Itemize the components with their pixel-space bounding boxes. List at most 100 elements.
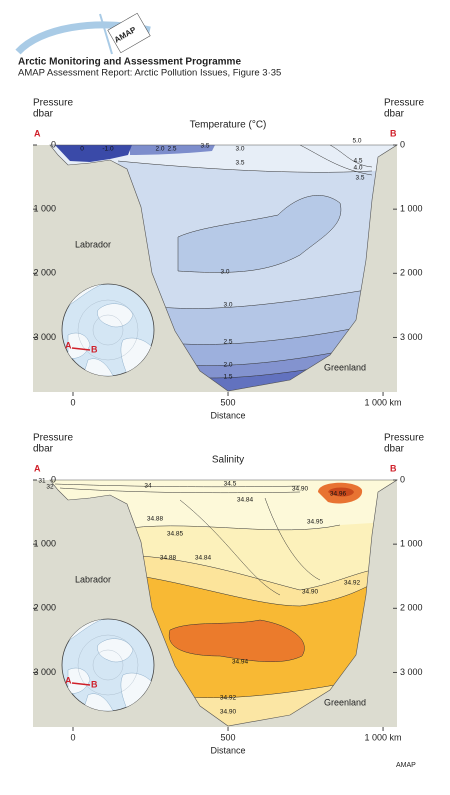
inset-section xyxy=(71,347,91,351)
y-tick-label: 3 000 xyxy=(400,332,423,342)
contour-line xyxy=(139,555,373,591)
contour-line xyxy=(54,483,301,488)
contour-label: 34.90 xyxy=(220,709,237,716)
y-tick-label: 3 000 xyxy=(400,667,423,677)
region-label: Greenland xyxy=(324,362,366,372)
y-tick-label: 2 000 xyxy=(33,603,56,613)
contour-line xyxy=(299,145,373,176)
y-axis-unit: dbar xyxy=(33,109,54,120)
inset-landmass xyxy=(82,693,114,711)
contour-line xyxy=(168,619,305,663)
contour-label: -1.0 xyxy=(102,146,114,153)
inset-graticule xyxy=(77,634,139,696)
contour-band xyxy=(55,145,132,162)
contour-label: 2.0 xyxy=(223,362,232,369)
inset-label: B xyxy=(91,344,98,354)
inset-section xyxy=(71,682,91,686)
inset-landmass xyxy=(67,667,91,694)
contour-label: 34.5 xyxy=(224,481,237,488)
contour-label: 32 xyxy=(46,484,54,491)
y-tick-label: 1 000 xyxy=(400,204,423,214)
inset-label: A xyxy=(65,675,72,685)
x-tick-label: 1 000 km xyxy=(365,397,402,407)
contour-label: 3.0 xyxy=(223,302,232,309)
inset-label: B xyxy=(91,679,98,689)
contour-line xyxy=(59,487,301,494)
x-tick-label: 1 000 km xyxy=(365,732,402,742)
contour-label: 34.84 xyxy=(195,555,212,562)
contour-band xyxy=(328,487,354,497)
y-axis-unit: dbar xyxy=(33,444,54,455)
contour-label: 34.88 xyxy=(147,516,164,523)
contour-label: 3.5 xyxy=(355,175,364,182)
x-tick-label: 500 xyxy=(221,732,236,742)
contour-band xyxy=(169,620,305,662)
y-tick-label: 2 000 xyxy=(400,603,423,613)
end-label: B xyxy=(390,463,397,473)
y-tick-label: 2 000 xyxy=(400,268,423,278)
contour-label: 3.5 xyxy=(200,143,209,150)
inset-landmass xyxy=(82,358,114,376)
seabed-outline xyxy=(49,479,399,727)
inset-graticule xyxy=(92,649,124,681)
end-label: A xyxy=(34,128,41,138)
footer: AMAP xyxy=(396,762,416,769)
contour-label: 34.95 xyxy=(307,519,324,526)
contour-label: 3.5 xyxy=(235,160,244,167)
y-tick-label: 0 xyxy=(51,139,56,149)
logo-line xyxy=(99,13,113,55)
contour-label: 34.96 xyxy=(330,491,347,498)
y-axis-label: Pressure xyxy=(33,433,73,444)
contour-line xyxy=(177,195,342,273)
contour-label: 34.92 xyxy=(220,695,237,702)
y-tick-label: 2 000 xyxy=(33,268,56,278)
contour-label: 4.0 xyxy=(353,165,362,172)
contour-label: 3.0 xyxy=(235,146,244,153)
contour-line xyxy=(179,499,281,596)
y-axis-label: Pressure xyxy=(33,98,73,109)
end-label: B xyxy=(390,128,397,138)
y-axis-label: Pressure xyxy=(384,433,424,444)
y-tick-label: 3 000 xyxy=(33,332,56,342)
inset-label: A xyxy=(65,340,72,350)
contour-label: 34.90 xyxy=(302,589,319,596)
logo-box xyxy=(107,12,151,54)
contour-band xyxy=(178,195,341,273)
region-label: Greenland xyxy=(324,697,366,707)
contour-line xyxy=(139,575,373,607)
contour-line xyxy=(329,145,373,168)
x-tick-label: 0 xyxy=(70,732,75,742)
region-label: Labrador xyxy=(75,574,111,584)
contour-label: 34 xyxy=(144,483,152,490)
contour-panel: 0 -1.0 2.0 2.5 3.5 3.03.55.04.54.03.53.03.02.… xyxy=(33,98,424,420)
y-axis-label: Pressure xyxy=(384,98,424,109)
contour-label: 3.0 xyxy=(220,269,229,276)
x-axis-label: Distance xyxy=(210,410,245,420)
contour-line xyxy=(117,160,373,173)
contour-label: 34.92 xyxy=(344,580,361,587)
contour-label: 2.5 xyxy=(167,146,176,153)
inset-graticule xyxy=(92,314,124,346)
contour-band xyxy=(130,145,215,155)
y-tick-label: 1 000 xyxy=(400,539,423,549)
y-tick-label: 0 xyxy=(400,474,405,484)
end-label: A xyxy=(34,463,41,473)
y-tick-label: 3 000 xyxy=(33,667,56,677)
contour-label: 34.94 xyxy=(232,659,249,666)
contour-label: 2.0 xyxy=(155,146,164,153)
y-tick-label: 0 xyxy=(400,139,405,149)
inset-graticule xyxy=(77,299,139,361)
contour-label: 34.90 xyxy=(292,486,309,493)
y-tick-label: 1 000 xyxy=(33,539,56,549)
contour-label: 1.5 xyxy=(223,374,232,381)
contour-label: 34.84 xyxy=(237,497,254,504)
header-subtitle: AMAP Assessment Report: Arctic Pollution… xyxy=(18,68,281,79)
contour-label: 34.85 xyxy=(167,531,184,538)
inset-landmass xyxy=(97,303,134,328)
contour-label: 5.0 xyxy=(352,138,361,145)
y-tick-label: 0 xyxy=(51,474,56,484)
